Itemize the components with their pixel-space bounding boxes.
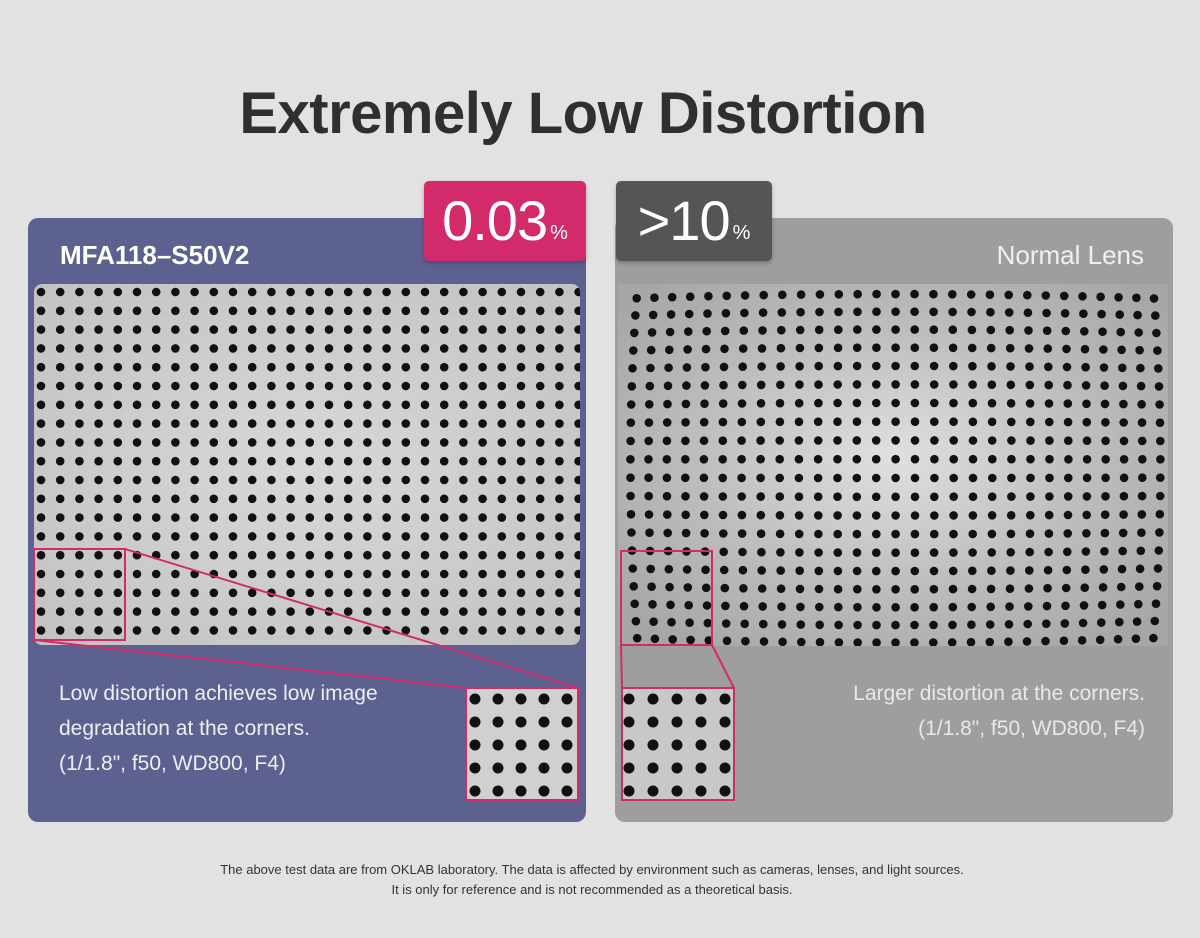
left-distortion-value: 0.03 [442,189,548,252]
right-description-line: (1/1.8", f50, WD800, F4) [918,717,1145,740]
right-lens-name: Normal Lens [996,240,1144,270]
right-description-line: Larger distortion at the corners. [853,682,1145,705]
page-title: Extremely Low Distortion [239,81,927,146]
right-corner-zoom [621,687,735,801]
right-distortion-badge: >10 % [616,181,772,261]
footnote-line: The above test data are from OKLAB labor… [220,862,964,877]
left-description-line: degradation at the corners. [59,717,310,740]
left-description-line: (1/1.8", f50, WD800, F4) [59,752,286,775]
right-dot-grid-image [618,284,1168,646]
footnote: The above test data are from OKLAB labor… [0,860,1184,900]
footnote-line: It is only for reference and is not reco… [391,882,793,897]
left-distortion-badge: 0.03 % [424,181,586,261]
left-corner-zoom [465,687,579,801]
right-distortion-unit: % [732,222,751,244]
left-distortion-unit: % [550,222,568,244]
left-dot-grid-image [34,284,580,645]
left-description: Low distortion achieves low image degrad… [59,676,378,781]
left-description-line: Low distortion achieves low image [59,682,378,705]
right-distortion-value: >10 [637,189,731,252]
right-description: Larger distortion at the corners. (1/1.8… [853,676,1145,746]
left-lens-name: MFA118–S50V2 [60,240,250,270]
